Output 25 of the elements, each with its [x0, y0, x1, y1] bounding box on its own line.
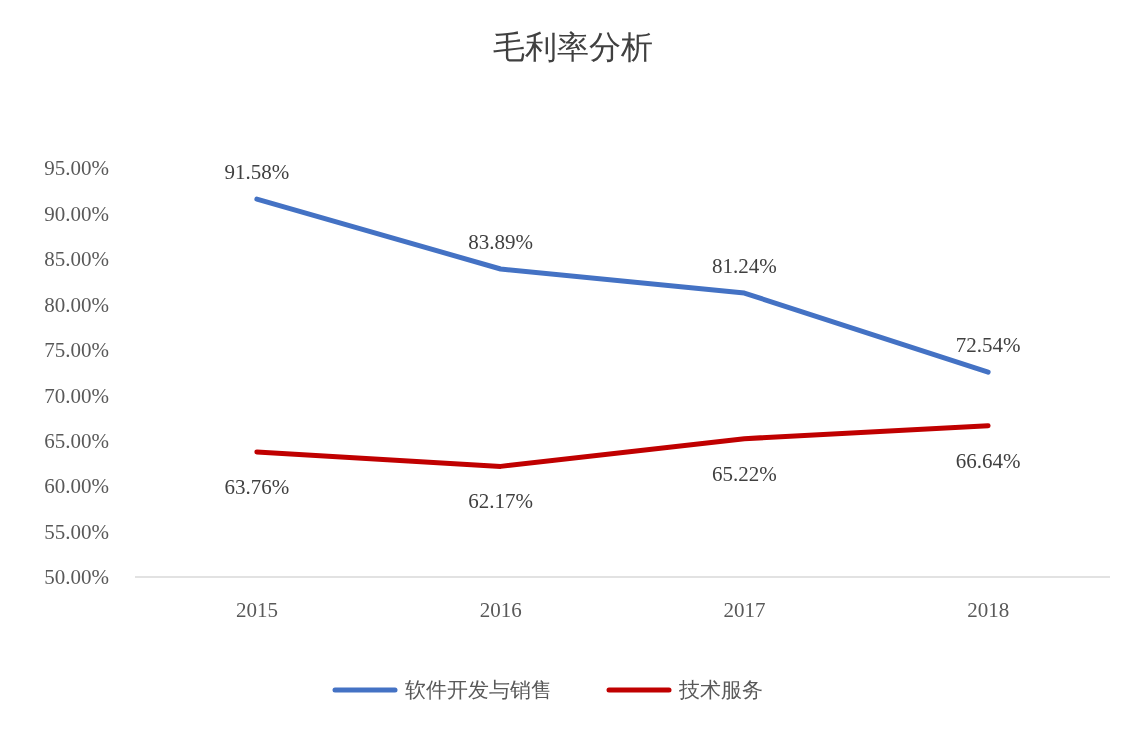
x-tick-label: 2017	[723, 598, 766, 622]
data-label: 81.24%	[712, 254, 777, 279]
data-label: 63.76%	[224, 474, 290, 499]
y-tick-label: 75.00%	[44, 338, 109, 363]
data-label: 83.89%	[468, 229, 533, 254]
chart-title: 毛利率分析	[492, 29, 653, 65]
x-tick-label: 2015	[235, 598, 278, 622]
x-tick-label: 2018	[967, 598, 1010, 622]
data-label: 66.64%	[955, 448, 1021, 473]
data-label: 72.54%	[955, 333, 1021, 358]
y-tick-label: 80.00%	[44, 292, 109, 317]
y-tick-label: 70.00%	[44, 383, 109, 408]
data-label: 91.58%	[224, 160, 290, 185]
y-tick-label: 65.00%	[44, 429, 109, 454]
y-tick-label: 50.00%	[44, 565, 109, 590]
y-tick-label: 60.00%	[44, 474, 109, 499]
legend-label: 软件开发与销售	[405, 678, 552, 703]
data-label: 65.22%	[712, 461, 777, 486]
x-tick-label: 2016	[479, 598, 522, 622]
data-label: 62.17%	[468, 489, 533, 514]
y-tick-label: 85.00%	[44, 247, 109, 272]
y-tick-label: 95.00%	[44, 156, 109, 181]
y-tick-label: 55.00%	[44, 519, 109, 544]
y-tick-label: 90.00%	[44, 201, 109, 226]
legend-label: 技术服务	[678, 678, 763, 703]
